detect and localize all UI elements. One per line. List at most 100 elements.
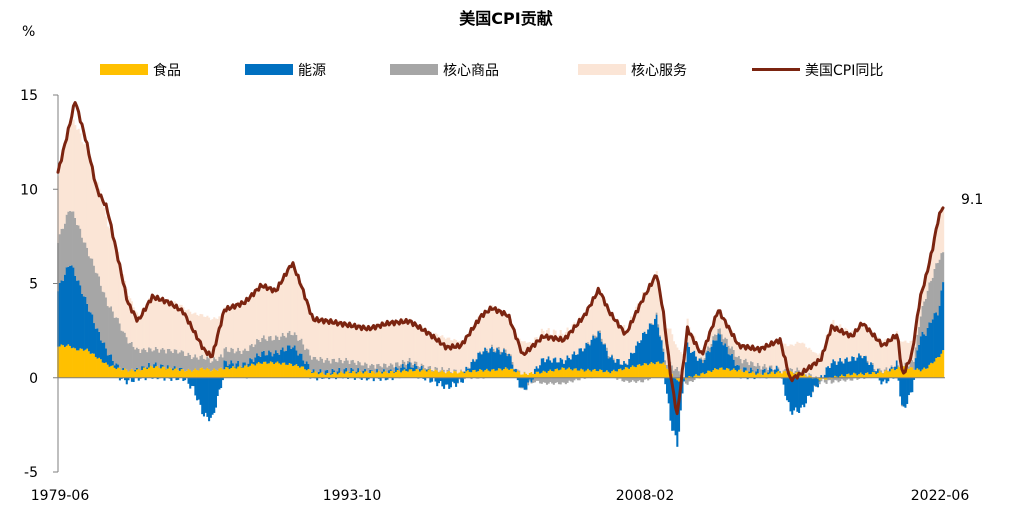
bar-core-goods — [645, 377, 648, 380]
bar-core-services — [504, 314, 507, 350]
bar-energy — [482, 351, 485, 372]
bar-core-goods — [887, 370, 890, 372]
bar-energy — [136, 367, 139, 370]
bar-core-goods — [288, 330, 291, 346]
bar-energy — [242, 362, 245, 368]
bar-food — [580, 368, 583, 378]
bar-core-services — [292, 267, 295, 336]
bar-food — [221, 369, 224, 378]
bar-energy — [214, 377, 217, 408]
bar-core-goods — [60, 228, 63, 281]
bar-food — [185, 370, 188, 378]
bar-core-goods — [911, 360, 914, 368]
bar-energy — [587, 343, 590, 369]
bar-energy — [347, 377, 350, 379]
bar-food — [199, 368, 202, 378]
bar-food — [732, 368, 735, 378]
bar-energy — [744, 367, 747, 371]
bar-food — [834, 375, 837, 378]
legend-label-food: 食品 — [153, 62, 181, 79]
bar-core-services — [629, 316, 633, 353]
bar-core-goods — [602, 343, 605, 345]
bar-food — [645, 363, 648, 378]
bar-food — [552, 371, 555, 378]
bar-food — [729, 370, 732, 378]
bar-core-goods — [405, 364, 408, 369]
bar-core-services — [720, 317, 723, 335]
bar-energy — [69, 265, 72, 346]
bar-energy — [847, 361, 850, 374]
bar-core-services — [298, 281, 302, 341]
bar-energy — [569, 359, 573, 370]
bar-food — [106, 364, 109, 378]
bar-core-services — [863, 322, 866, 356]
bar-core-services — [192, 313, 195, 358]
bar-core-goods — [252, 347, 255, 362]
bar-core-goods — [487, 351, 490, 354]
bar-energy — [602, 344, 605, 373]
bar-core-goods — [722, 339, 725, 346]
bar-core-services — [465, 334, 468, 367]
bar-energy — [907, 377, 910, 396]
bar-food — [720, 367, 723, 378]
bar-core-goods — [194, 354, 197, 369]
bar-food — [545, 372, 549, 378]
bar-food — [437, 372, 440, 378]
bar-energy — [928, 322, 931, 365]
bar-energy — [830, 363, 833, 378]
bar-energy — [273, 353, 276, 365]
bar-core-services — [494, 311, 497, 352]
bar-food — [617, 369, 621, 378]
bar-core-goods — [503, 347, 506, 350]
bar-core-goods — [700, 357, 703, 360]
bar-core-services — [148, 298, 151, 348]
bar-energy — [458, 377, 461, 379]
bar-core-services — [405, 324, 408, 365]
bar-core-services — [770, 342, 773, 366]
bar-food — [499, 368, 502, 378]
bar-energy — [408, 362, 411, 370]
bar-food — [74, 348, 77, 378]
bar-core-services — [887, 340, 890, 371]
bar-core-goods — [741, 363, 744, 372]
bar-core-goods — [720, 334, 723, 342]
bar-energy — [650, 324, 653, 362]
bar-core-goods — [485, 348, 488, 351]
bar-core-goods — [521, 387, 524, 389]
bar-energy — [933, 313, 936, 362]
bar-energy — [278, 354, 281, 364]
bar-energy — [211, 377, 214, 415]
bar-core-services — [549, 334, 552, 361]
bar-core-services — [801, 342, 804, 371]
bar-energy — [873, 371, 876, 373]
bar-energy — [283, 351, 286, 363]
bar-core-services — [544, 334, 547, 363]
bar-core-services — [237, 301, 240, 348]
bar-energy — [424, 377, 427, 381]
bar-food — [461, 371, 464, 378]
bar-food — [489, 371, 492, 378]
bar-core-goods — [317, 360, 320, 372]
bar-core-services — [688, 327, 691, 347]
bar-food — [734, 369, 737, 378]
bar-energy — [762, 369, 765, 375]
bar-core-goods — [611, 354, 614, 356]
bar-food — [401, 370, 404, 378]
bar-energy — [372, 377, 375, 382]
bar-core-services — [840, 330, 844, 362]
bar-energy — [926, 327, 929, 369]
bar-core-goods — [214, 359, 217, 370]
bar-food — [820, 377, 823, 380]
bar-core-goods — [295, 334, 298, 351]
bar-energy — [369, 369, 372, 374]
bar-energy — [350, 367, 353, 373]
bar-core-goods — [141, 349, 144, 367]
legend-label-energy: 能源 — [298, 63, 326, 79]
bar-core-goods — [556, 377, 559, 383]
bar-energy — [930, 322, 933, 363]
bar-core-services — [525, 342, 528, 374]
bar-food — [710, 372, 713, 378]
bar-energy — [635, 345, 638, 368]
bar-food — [288, 363, 291, 378]
bar-core-services — [475, 324, 478, 360]
